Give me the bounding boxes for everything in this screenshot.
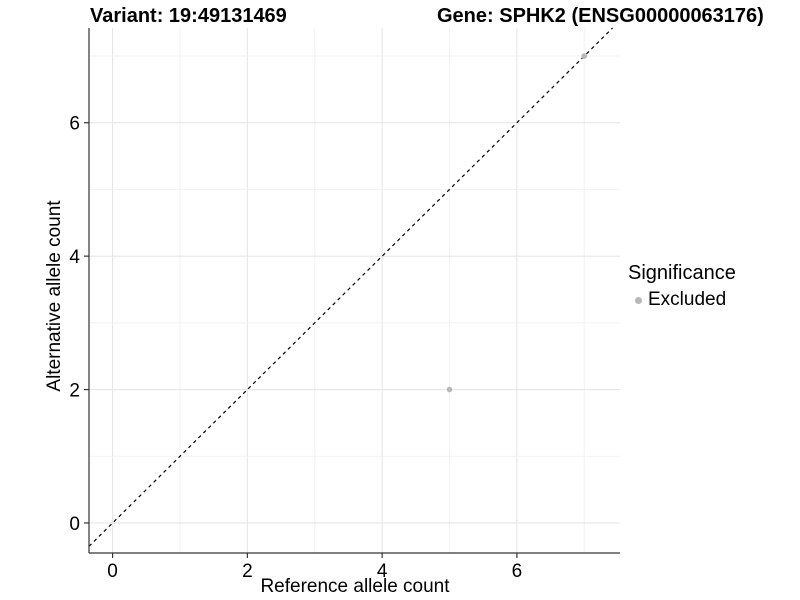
x-tick-label: 6 [512,561,523,582]
y-tick-label: 6 [69,114,80,135]
data-point [446,386,453,393]
y-tick-label: 0 [69,514,80,535]
x-tick-label: 0 [107,561,118,582]
y-tick-label: 2 [69,381,80,402]
excluded-point-icon [635,296,642,304]
x-axis-title: Reference allele count [260,576,450,597]
x-tick-label: 4 [377,561,388,582]
gene-title: Gene: SPHK2 (ENSG00000063176) [437,5,764,27]
legend-item-excluded: Excluded [628,289,736,311]
y-axis-title: Alternative allele count [44,200,65,392]
x-tick-label: 2 [242,561,253,582]
legend-item-label: Excluded [648,289,727,310]
data-point [581,53,588,59]
legend-title: Significance [628,262,736,284]
identity-reference-line [88,27,614,547]
variant-title: Variant: 19:49131469 [90,5,287,27]
legend: Significance Excluded [628,262,736,311]
y-tick-label: 4 [69,247,80,268]
